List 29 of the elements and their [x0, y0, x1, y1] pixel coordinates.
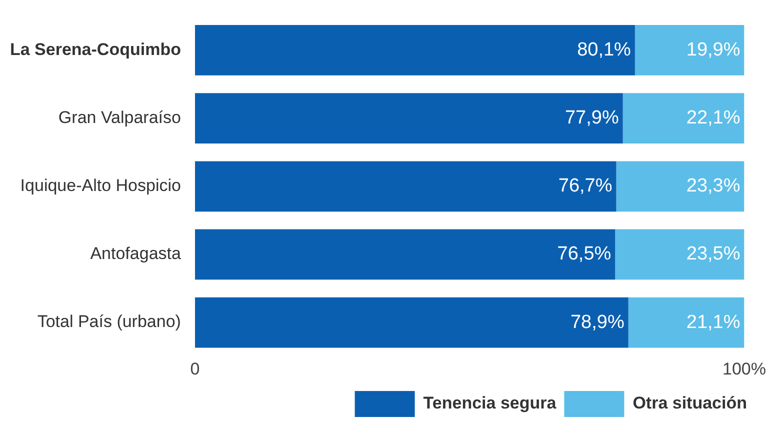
y-tick-label: Total País (urbano) [37, 312, 181, 332]
bar [616, 161, 744, 212]
y-tick-label: La Serena-Coquimbo [10, 40, 181, 59]
bar [628, 297, 744, 348]
data-label: 76,7% [558, 176, 612, 197]
y-tick-label: Gran Valparaíso [58, 108, 181, 128]
data-label: 23,5% [686, 244, 740, 265]
data-label: 19,9% [686, 39, 740, 60]
data-label: 21,1% [686, 312, 740, 333]
bar [194, 229, 616, 280]
bar [194, 25, 635, 76]
bar [615, 229, 744, 280]
data-label: 76,5% [557, 244, 612, 265]
y-tick-label: Iquique-Alto Hospicio [20, 176, 181, 196]
bar [622, 93, 744, 144]
data-label: 78,9% [570, 312, 624, 333]
x-tick-label: 0 [190, 359, 200, 378]
bar [194, 297, 628, 348]
bar [194, 161, 616, 212]
legend-label: Tenencia segura [423, 394, 557, 413]
data-label: 22,1% [686, 108, 740, 129]
bar [634, 25, 744, 76]
data-label: 23,3% [686, 176, 740, 197]
legend-label: Otra situación [632, 394, 748, 413]
y-tick-label: Antofagasta [90, 244, 182, 264]
data-label: 80,1% [577, 39, 632, 60]
bar [194, 93, 623, 144]
x-tick-label: 100% [722, 359, 766, 378]
data-label: 77,9% [564, 108, 619, 129]
